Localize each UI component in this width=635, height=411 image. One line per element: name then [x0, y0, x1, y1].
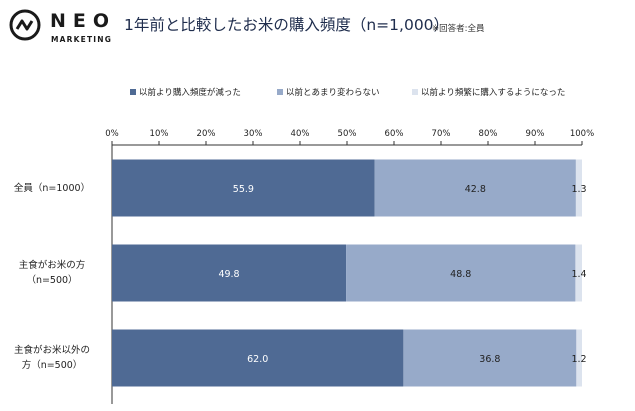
- logo-subtitle: MARKETING: [51, 35, 113, 44]
- legend-item-decreased: 以前より購入頻度が減った: [130, 86, 241, 98]
- bar-segment: [374, 159, 576, 217]
- data-label: 36.8: [479, 354, 500, 365]
- chart-title: 1年前と比較したお米の購入頻度（n=1,000）: [124, 16, 450, 34]
- bar-segment: [346, 244, 576, 302]
- data-label: 55.9: [233, 184, 254, 195]
- x-tick-label: 80%: [479, 129, 498, 139]
- data-label: 1.3: [571, 184, 586, 195]
- x-tick-label: 30%: [244, 129, 263, 139]
- respondent-note: ※回答者:全員: [432, 24, 485, 34]
- bar-segment: [112, 159, 375, 217]
- data-label: 1.4: [571, 269, 586, 280]
- data-label: 1.2: [571, 354, 586, 365]
- x-tick-label: 70%: [432, 129, 451, 139]
- bar-segment: [575, 244, 582, 302]
- x-tick-label: 0%: [105, 129, 119, 139]
- x-tick-label: 50%: [338, 129, 357, 139]
- logo-circle-icon: [9, 9, 41, 41]
- x-tick-label: 90%: [526, 129, 545, 139]
- category-label: 全員（n=1000）: [2, 181, 102, 196]
- legend-item-unchanged: 以前とあまり変わらない: [277, 86, 380, 98]
- data-label: 49.8: [218, 269, 239, 280]
- data-label: 42.8: [465, 184, 486, 195]
- legend-label-increased: 以前より頻繁に購入するようになった: [421, 88, 566, 98]
- category-label-line: （n=500）: [26, 275, 78, 286]
- x-tick-label: 20%: [197, 129, 216, 139]
- legend-swatch-unchanged: [277, 89, 283, 95]
- category-label: 主食がお米の方 （n=500）: [2, 258, 102, 288]
- data-label: 48.8: [450, 269, 471, 280]
- bar-segment: [576, 329, 582, 387]
- legend-label-unchanged: 以前とあまり変わらない: [286, 88, 380, 98]
- category-label-line: 方（n=500）: [21, 360, 83, 371]
- logo-name: NEO: [50, 10, 117, 32]
- x-tick-label: 40%: [291, 129, 310, 139]
- category-label-line: 主食がお米の方: [18, 260, 86, 271]
- category-label: 主食がお米以外の 方（n=500）: [2, 343, 102, 373]
- bar-segment: [575, 159, 582, 217]
- logo: NEO MARKETING: [8, 8, 118, 48]
- legend-label-decreased: 以前より購入頻度が減った: [139, 88, 241, 98]
- legend-swatch-decreased: [130, 89, 136, 95]
- legend-item-increased: 以前より頻繁に購入するようになった: [412, 86, 565, 98]
- category-label-line: 主食がお米以外の: [13, 345, 90, 356]
- data-label: 62.0: [247, 354, 268, 365]
- category-label-line: 全員（n=1000）: [13, 182, 91, 194]
- legend-swatch-increased: [412, 89, 418, 95]
- x-tick-label: 10%: [150, 129, 169, 139]
- bar-segment: [112, 329, 404, 387]
- x-tick-label: 100%: [570, 129, 594, 139]
- bar-segment: [403, 329, 577, 387]
- x-tick-label: 60%: [385, 129, 404, 139]
- bar-segment: [112, 244, 347, 302]
